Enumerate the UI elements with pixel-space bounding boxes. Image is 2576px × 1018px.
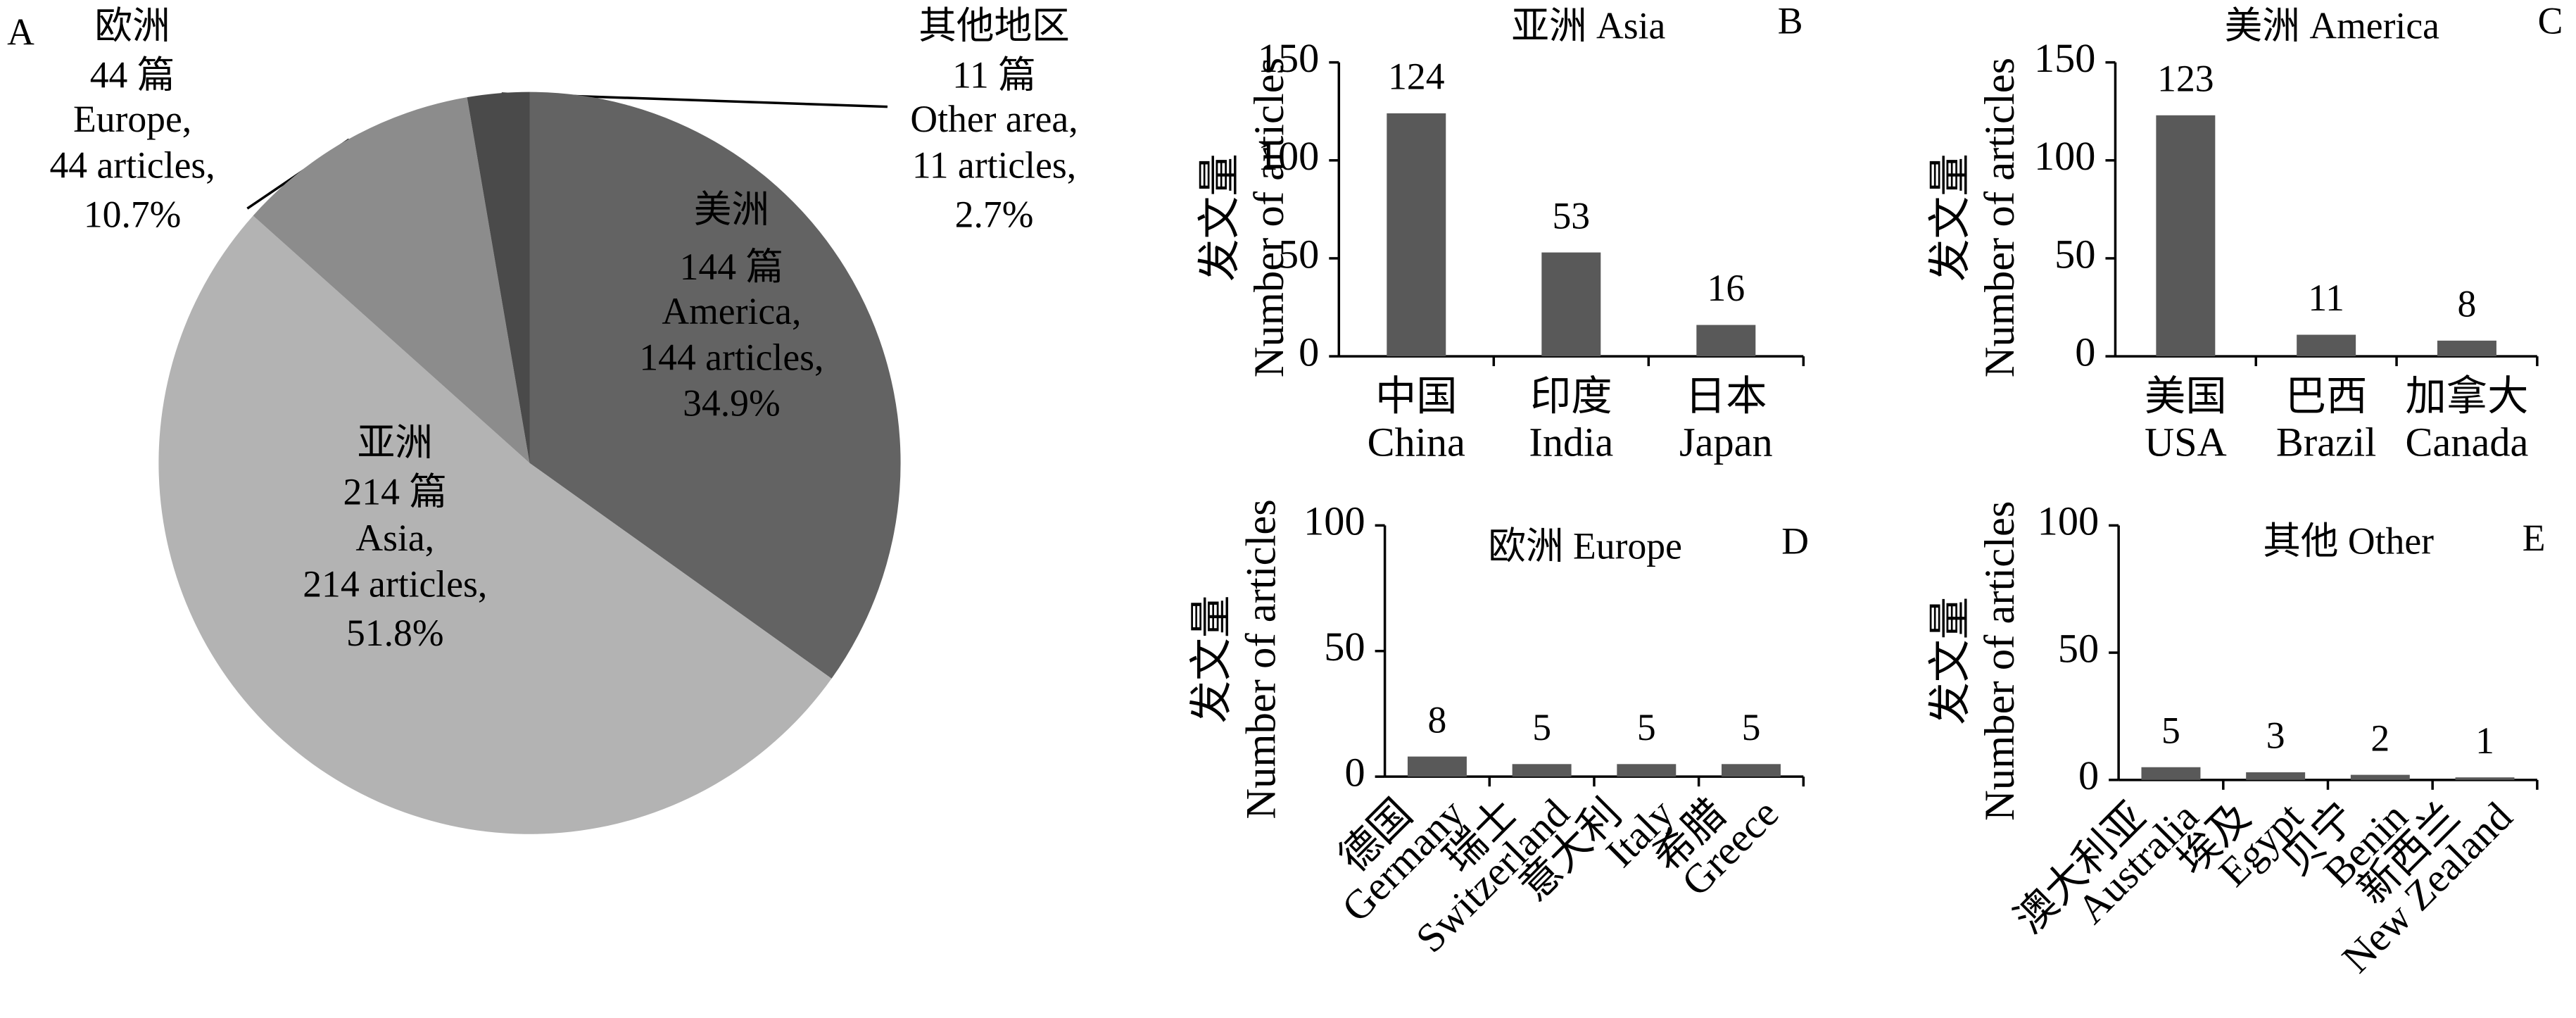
y-axis-title: 发文量 [1197, 153, 1244, 282]
y-axis-title: 发文量 [1188, 595, 1235, 723]
panel-label: A [7, 11, 34, 54]
slice-label: 51.8% [346, 612, 444, 654]
x-tick-label: 美国 [2145, 373, 2227, 419]
value-label: 8 [2458, 283, 2477, 325]
slice-label: 44 篇 [90, 54, 175, 96]
y-tick-label: 100 [1258, 133, 1319, 179]
x-tick-label: Canada [2406, 420, 2529, 465]
x-tick-label: China [1368, 420, 1465, 465]
bar [2246, 772, 2306, 780]
value-label: 5 [1742, 706, 1761, 748]
y-tick-label: 0 [2078, 753, 2099, 798]
slice-label: 欧洲 [94, 4, 170, 46]
value-label: 11 [2308, 277, 2344, 319]
x-tick-label: Brazil [2276, 420, 2376, 465]
bar [2156, 115, 2216, 357]
bar [1407, 756, 1467, 777]
slice-label: 214 articles, [303, 563, 487, 605]
slice-label: 10.7% [84, 194, 182, 236]
y-tick-label: 0 [1299, 329, 1319, 375]
slice-label: 214 篇 [343, 471, 447, 513]
y-tick-label: 50 [1278, 231, 1319, 277]
value-label: 5 [1637, 706, 1656, 748]
y-tick-label: 0 [1344, 750, 1365, 796]
value-label: 124 [1388, 56, 1444, 98]
value-label: 1 [2475, 719, 2494, 762]
y-axis-title: Number of articles [1976, 501, 2023, 821]
value-label: 123 [2157, 57, 2214, 99]
value-label: 8 [1428, 698, 1447, 741]
y-axis-title: Number of articles [1976, 58, 2023, 378]
slice-label: 其他地区 [918, 4, 1070, 46]
y-tick-label: 50 [2054, 231, 2095, 277]
x-tick-label: 巴西 [2285, 373, 2368, 419]
bar [1387, 113, 1446, 357]
slice-label: 亚洲 [358, 422, 433, 464]
slice-label: 144 articles, [639, 336, 823, 378]
chart-title: 美洲 America [2225, 4, 2439, 46]
slice-label: America, [662, 290, 801, 332]
value-label: 5 [2161, 709, 2180, 751]
x-tick-label: Japan [1679, 420, 1773, 465]
y-tick-label: 100 [1303, 498, 1365, 544]
y-axis-title: 发文量 [1927, 153, 1974, 282]
value-label: 5 [1532, 706, 1551, 748]
slice-label: 美洲 [694, 189, 769, 231]
value-label: 2 [2370, 717, 2389, 759]
y-axis-title: Number of articles [1246, 58, 1293, 378]
slice-label: Asia, [355, 517, 434, 559]
y-tick-label: 100 [2034, 133, 2095, 179]
value-label: 16 [1707, 267, 1745, 309]
slice-label: 2.7% [955, 194, 1034, 236]
slice-label: 34.9% [683, 382, 781, 425]
y-tick-label: 0 [2075, 329, 2095, 375]
pie-slice [467, 92, 530, 463]
bar [1617, 764, 1677, 777]
x-tick-label: 印度 [1530, 373, 1612, 419]
chart-title: 其他 Other [2263, 520, 2434, 563]
panel-label: B [1778, 0, 1803, 42]
slice-label: Other area, [910, 98, 1078, 140]
x-tick-label: USA [2145, 420, 2227, 465]
chart-title: 欧洲 Europe [1488, 525, 1682, 567]
bar [1512, 764, 1572, 777]
pie-slice [529, 92, 901, 679]
pie-slice [158, 215, 832, 834]
x-tick-label: India [1529, 420, 1613, 465]
y-tick-label: 150 [1258, 35, 1319, 81]
bar [2437, 340, 2496, 357]
slice-label: 11 articles, [912, 144, 1076, 187]
panel-label: E [2523, 517, 2546, 559]
y-axis-title: Number of articles [1237, 499, 1284, 819]
bar [2297, 334, 2356, 357]
y-tick-label: 150 [2034, 35, 2095, 81]
bar [2350, 774, 2410, 780]
slice-label: 44 articles, [49, 144, 215, 187]
value-label: 53 [1553, 194, 1591, 237]
bar [2141, 767, 2201, 780]
bar [1696, 325, 1756, 357]
bar [1722, 764, 1781, 777]
y-tick-label: 100 [2038, 498, 2099, 544]
chart-title: 亚洲 Asia [1511, 4, 1665, 46]
slice-label: 11 篇 [952, 54, 1036, 96]
pie-slice [253, 97, 530, 463]
panel-label: C [2538, 0, 2563, 42]
y-tick-label: 50 [1324, 624, 1365, 670]
y-axis-title: 发文量 [1927, 597, 1974, 725]
x-tick-label: 加拿大 [2405, 373, 2528, 419]
slice-label: Europe, [73, 98, 191, 140]
x-tick-label: 中国 [1375, 373, 1458, 419]
panel-label: D [1781, 520, 1809, 563]
y-tick-label: 50 [2058, 625, 2099, 671]
bar [1541, 252, 1601, 357]
value-label: 3 [2266, 715, 2285, 757]
bar [2455, 777, 2515, 780]
x-tick-label: 日本 [1685, 373, 1767, 419]
slice-label: 144 篇 [680, 246, 783, 288]
